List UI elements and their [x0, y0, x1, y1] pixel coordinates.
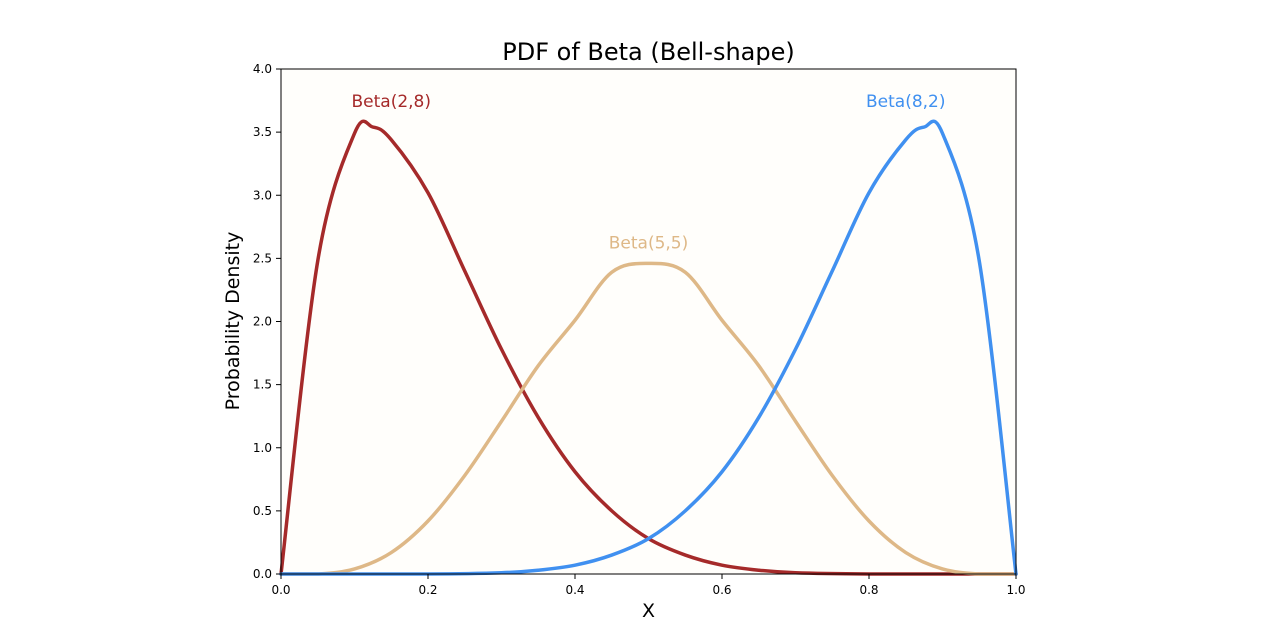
x-tick-label: 0.0	[271, 583, 290, 597]
y-tick-label: 0.5	[253, 504, 272, 518]
x-tick-label: 0.2	[418, 583, 437, 597]
y-axis-ticks: 0.0 0.5 1.0 1.5 2.0 2.5 3.0 3.5 4.0	[253, 62, 281, 581]
y-tick-label: 1.5	[253, 378, 272, 392]
y-tick-label: 3.0	[253, 188, 272, 202]
y-tick-label: 0.0	[253, 567, 272, 581]
series-line-0	[279, 119, 1018, 576]
series-label-0: Beta(2,8)	[351, 92, 431, 112]
y-tick-label: 1.0	[253, 441, 272, 455]
y-axis-title: Probability Density	[222, 232, 244, 411]
series-label-1: Beta(5,5)	[609, 233, 689, 253]
y-tick-label: 4.0	[253, 62, 272, 76]
chart-title: PDF of Beta (Bell-shape)	[502, 38, 795, 66]
y-tick-label: 3.5	[253, 125, 272, 139]
x-tick-label: 0.6	[712, 583, 731, 597]
x-axis-title: X	[642, 600, 655, 618]
series-label-2: Beta(8,2)	[866, 92, 946, 112]
series-labels: Beta(2,8) Beta(5,5) Beta(8,2)	[351, 92, 945, 253]
y-tick-label: 2.5	[253, 251, 272, 265]
series-layer	[279, 119, 1018, 576]
x-tick-label: 0.4	[565, 583, 584, 597]
x-tick-label: 1.0	[1006, 583, 1025, 597]
series-line-1	[279, 261, 1018, 576]
x-axis-ticks: 0.0 0.2 0.4 0.6 0.8 1.0	[271, 574, 1026, 597]
plot-area-background	[281, 69, 1016, 574]
series-line-2	[279, 119, 1018, 576]
x-tick-label: 0.8	[859, 583, 878, 597]
y-tick-label: 2.0	[253, 315, 272, 329]
